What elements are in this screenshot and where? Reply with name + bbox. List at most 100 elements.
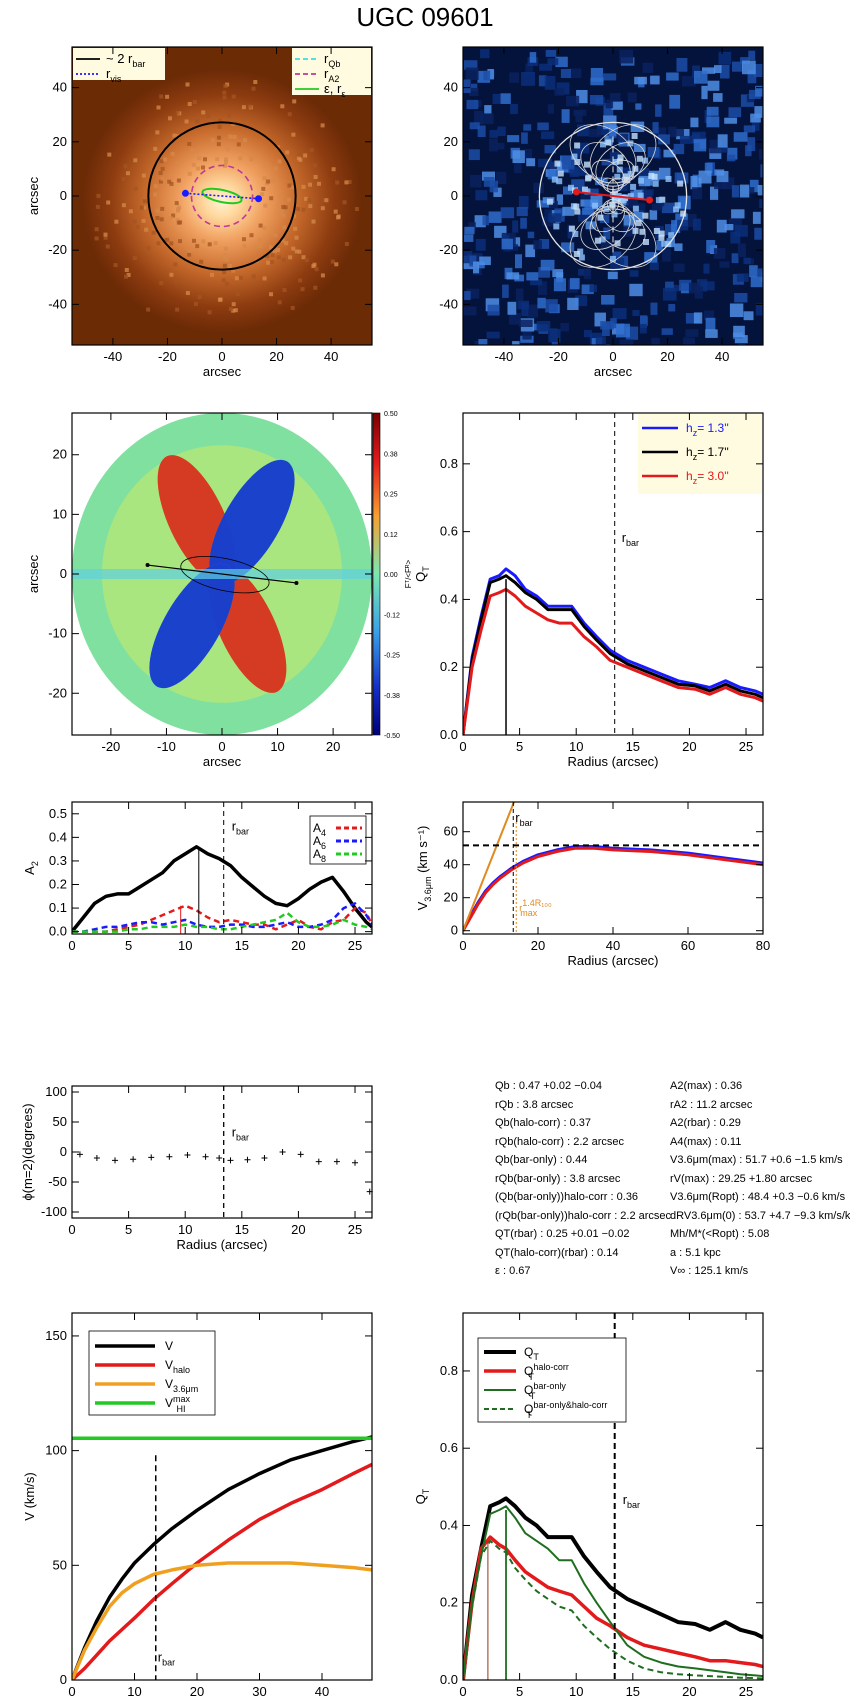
y-tick-label: 0.8 [440, 456, 458, 471]
image-pixel [561, 109, 570, 123]
legend-box [292, 48, 371, 95]
image-pixel [638, 177, 645, 184]
image-pixel [742, 60, 756, 75]
image-pixel [171, 213, 176, 218]
image-pixel [242, 243, 247, 248]
image-pixel [752, 211, 761, 224]
image-pixel [736, 273, 749, 282]
image-pixel [716, 219, 727, 233]
image-pixel [551, 176, 558, 183]
image-pixel [484, 105, 492, 114]
y-tick-label: -10 [48, 626, 67, 641]
image-pixel [650, 302, 658, 315]
image-pixel [465, 67, 479, 80]
image-pixel [544, 76, 556, 90]
image-pixel [251, 86, 256, 91]
image-pixel [241, 105, 246, 110]
image-pixel [521, 72, 536, 86]
y-tick-label: 0 [451, 923, 458, 938]
image-pixel [568, 68, 582, 79]
image-pixel [231, 268, 236, 273]
image-pixel [698, 170, 712, 184]
image-pixel [693, 218, 701, 231]
phase-point [352, 1159, 359, 1166]
image-pixel [193, 302, 198, 306]
image-pixel [603, 206, 610, 213]
image-pixel [280, 238, 285, 243]
image-pixel [627, 171, 634, 177]
image-pixel [548, 328, 558, 343]
image-pixel [662, 287, 677, 301]
image-pixel [548, 213, 562, 222]
x-axis-label: arcsec [203, 754, 242, 769]
image-pixel [178, 220, 183, 225]
image-pixel [538, 267, 551, 278]
parameter-row: Mh/M*(<Ropt) : 5.08 [670, 1228, 770, 1240]
image-pixel [175, 110, 180, 115]
image-pixel [249, 156, 254, 161]
colorbar-tick-label: -0.12 [384, 612, 400, 619]
image-pixel [749, 179, 759, 193]
x-tick-label: 0 [218, 739, 225, 754]
image-pixel [317, 181, 321, 186]
image-pixel [639, 323, 647, 334]
image-pixel [231, 308, 236, 313]
image-pixel [322, 198, 327, 202]
rvis-end-point [255, 195, 263, 203]
image-pixel [144, 227, 149, 232]
image-pixel [221, 278, 226, 283]
x-tick-label: 10 [569, 739, 583, 754]
legend-label: rvis [106, 66, 122, 84]
image-pixel [700, 281, 715, 291]
image-pixel [677, 219, 689, 231]
image-pixel [552, 269, 564, 278]
image-pixel [655, 197, 662, 204]
image-pixel [520, 217, 527, 229]
image-pixel [566, 95, 580, 107]
image-pixel [673, 263, 685, 273]
image-pixel [537, 297, 546, 309]
image-pixel [710, 186, 719, 200]
circle-2rbar [147, 121, 297, 271]
image-pixel [262, 176, 267, 181]
y-tick-label: 20 [53, 447, 67, 462]
contour-line [595, 205, 646, 250]
legend-label: hz= 1.3'' [686, 421, 729, 438]
image-pixel [594, 312, 606, 327]
image-pixel [539, 63, 553, 71]
image-pixel [133, 158, 138, 163]
x-tick-label: 5 [516, 739, 523, 754]
image-pixel [706, 106, 719, 116]
image-pixel [290, 305, 295, 310]
image-pixel [527, 231, 535, 239]
image-pixel [740, 57, 750, 64]
rmax-annotation: r1.4R₁₀₀ max [519, 898, 552, 918]
image-pixel [94, 227, 99, 232]
image-pixel [146, 245, 151, 250]
image-pixel [468, 87, 479, 97]
phase-point [279, 1149, 286, 1155]
phase-point [202, 1153, 209, 1160]
image-pixel [141, 173, 146, 178]
image-pixel [291, 132, 296, 137]
y-tick-label: 0 [60, 1672, 67, 1687]
image-pixel [216, 142, 221, 147]
image-pixel [585, 221, 597, 230]
image-pixel [469, 255, 477, 267]
image-pixel [206, 114, 211, 119]
rbar-annotation: rbar [232, 1124, 249, 1142]
image-pixel [637, 168, 649, 176]
image-pixel [633, 143, 646, 153]
image-pixel [132, 219, 137, 224]
image-pixel [336, 214, 341, 219]
image-pixel [632, 310, 640, 317]
rbar-annotation: rbar [515, 810, 532, 828]
image-pixel [222, 90, 227, 95]
parameter-row: Qb : 0.47 +0.02 −0.04 [495, 1080, 603, 1092]
image-pixel [471, 83, 478, 91]
image-pixel [544, 209, 552, 220]
x-tick-label: 5 [516, 1684, 523, 1699]
image-pixel [255, 244, 260, 249]
image-pixel [168, 116, 172, 121]
